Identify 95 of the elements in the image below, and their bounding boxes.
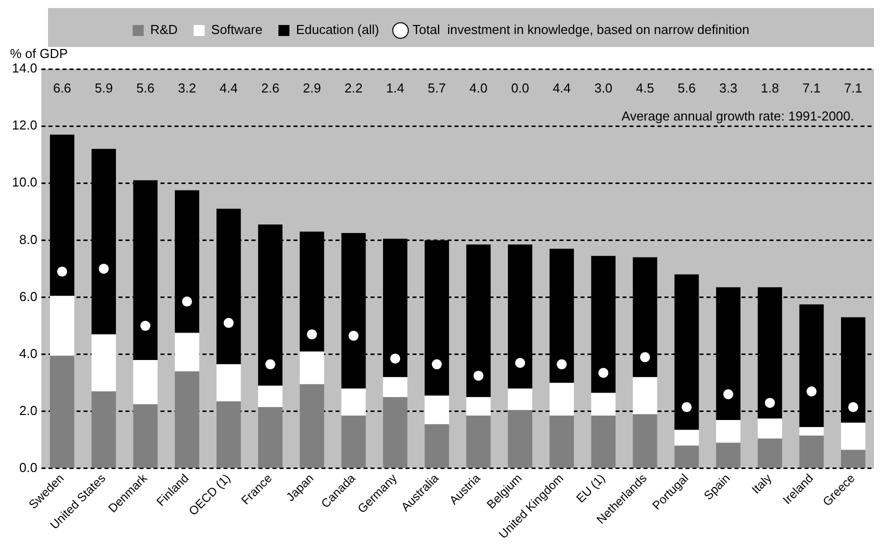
point [98,264,109,274]
bar [591,416,616,468]
y-tick-label: 6.0 [19,288,38,304]
bar [632,414,658,468]
annotation: 6.6 [53,80,72,96]
annotation: 7.1 [802,80,821,96]
annotation: 5.9 [94,80,113,96]
point [432,359,442,370]
bar [92,391,116,468]
point [764,398,775,408]
bar [716,442,740,468]
bar [383,377,408,398]
bar [508,410,532,468]
bar [174,332,200,372]
annotation: 5.6 [136,80,154,96]
annotation: 2.2 [344,80,363,96]
point [515,358,526,368]
x-tick-label: Italy [748,471,774,497]
legend-label: R&D [150,22,178,38]
bar [632,377,658,414]
bar [550,416,574,468]
bar [758,418,782,438]
bar [50,356,74,468]
bar [716,420,740,443]
bar [258,407,282,468]
y-tick-label: 4.0 [19,346,38,361]
bar [466,416,491,468]
bar [674,430,699,446]
annotation: 0.0 [511,80,530,96]
bar [466,397,491,416]
point [682,402,692,412]
annotation: 5.7 [428,80,446,96]
bar [341,416,366,468]
bar [674,446,699,468]
bar [508,388,532,410]
bar [799,436,824,468]
y-axis-title: % of GDP [10,46,68,62]
bar [216,401,241,468]
point [848,402,858,412]
annotation: 2.6 [261,80,280,96]
bar [424,396,450,424]
annotation: 1.4 [386,80,404,96]
legend-label: Total investment in knowledge, based on narrow definition [412,22,750,38]
bar [799,427,824,436]
bar [92,334,116,392]
point [306,329,317,340]
y-tick-label: 2.0 [19,402,38,418]
point [640,352,650,362]
point [598,368,608,378]
bar [258,386,282,408]
point [140,320,150,331]
legend-label: Education (all) [296,22,380,38]
point [723,389,734,400]
annotation: 4.0 [469,80,488,96]
point [806,386,817,396]
legend-label: Software [211,22,262,38]
bar [216,364,241,402]
annotation: 4.5 [636,80,654,96]
bar [133,404,158,468]
annotation: 7.1 [844,80,862,96]
y-tick-label: 10.0 [12,174,38,190]
annotation: 3.3 [719,80,738,96]
annotation: 4.4 [552,80,571,96]
bar [383,397,408,468]
bar [50,296,74,356]
annotation: 4.4 [220,80,238,96]
y-tick-label: 12.0 [12,118,38,133]
bar [341,388,366,416]
point [57,266,68,277]
point [390,354,400,364]
point [556,359,567,370]
point [265,359,276,370]
y-tick-label: 14.0 [12,60,38,76]
bar [424,424,450,468]
annotation: 3.2 [178,80,196,96]
annotation: Average annual growth rate: 1991-2000. [622,108,854,124]
bar [841,422,866,450]
bar [133,360,158,404]
point [348,330,359,341]
bar [758,438,782,468]
annotation: 2.9 [302,80,321,96]
annotation: 3.0 [594,80,612,96]
point [473,370,484,381]
bar [300,384,324,468]
point [224,318,234,328]
bar [174,371,200,468]
bar [841,450,866,468]
point [182,296,192,307]
y-tick-label: 8.0 [19,232,38,247]
bar [550,382,574,416]
y-tick-label: 0.0 [19,460,38,476]
bar [300,351,324,384]
annotation: 1.8 [760,80,779,96]
annotation: 5.6 [678,80,696,96]
bar [591,392,616,416]
